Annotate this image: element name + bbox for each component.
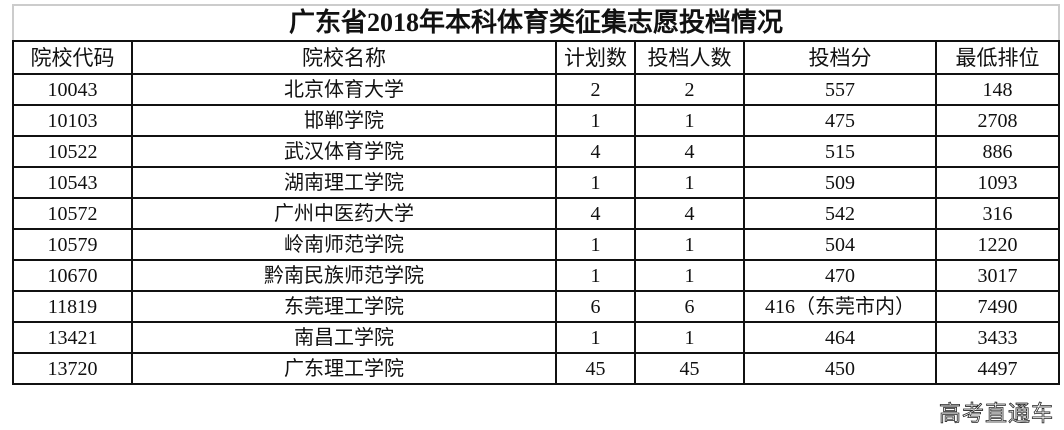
cell-school-code: 10043 [12, 73, 133, 106]
cell-min-rank: 4497 [934, 352, 1061, 385]
cell-admitted-count: 4 [634, 197, 745, 230]
table-row: 10103 邯郸学院 1 1 475 2708 [12, 104, 1061, 137]
cell-admitted-count: 6 [634, 290, 745, 323]
cell-school-name: 黔南民族师范学院 [131, 259, 557, 292]
watermark: 高考直通车 [938, 402, 1054, 428]
cell-school-code: 10579 [12, 228, 133, 261]
cell-min-rank: 3017 [934, 259, 1061, 292]
cell-school-code: 10670 [12, 259, 133, 292]
table-row: 11819 东莞理工学院 6 6 416（东莞市内） 7490 [12, 290, 1061, 323]
cell-plan-count: 1 [555, 104, 636, 137]
cell-school-code: 11819 [12, 290, 133, 323]
cell-plan-count: 2 [555, 73, 636, 106]
cell-school-name: 东莞理工学院 [131, 290, 557, 323]
cell-plan-count: 1 [555, 259, 636, 292]
table-row: 10572 广州中医药大学 4 4 542 316 [12, 197, 1061, 230]
cell-admission-score: 504 [743, 228, 937, 261]
cell-min-rank: 316 [934, 197, 1061, 230]
cell-admitted-count: 1 [634, 166, 745, 199]
cell-min-rank: 1220 [934, 228, 1061, 261]
cell-plan-count: 1 [555, 321, 636, 354]
cell-admitted-count: 1 [634, 321, 745, 354]
cell-school-code: 13720 [12, 352, 133, 385]
cell-plan-count: 4 [555, 135, 636, 168]
header-admitted-count: 投档人数 [634, 40, 745, 75]
cell-min-rank: 2708 [934, 104, 1061, 137]
cell-admission-score: 475 [743, 104, 937, 137]
header-admission-score: 投档分 [743, 40, 937, 75]
table-row: 10043 北京体育大学 2 2 557 148 [12, 73, 1061, 106]
table-row: 13720 广东理工学院 45 45 450 4497 [12, 352, 1061, 385]
cell-admission-score: 542 [743, 197, 937, 230]
cell-plan-count: 1 [555, 228, 636, 261]
cell-school-name: 岭南师范学院 [131, 228, 557, 261]
table-row: 13421 南昌工学院 1 1 464 3433 [12, 321, 1061, 354]
cell-min-rank: 3433 [934, 321, 1061, 354]
cell-school-code: 10522 [12, 135, 133, 168]
cell-min-rank: 148 [934, 73, 1061, 106]
cell-plan-count: 1 [555, 166, 636, 199]
cell-school-name: 广东理工学院 [131, 352, 557, 385]
table-row: 10543 湖南理工学院 1 1 509 1093 [12, 166, 1061, 199]
cell-admitted-count: 1 [634, 228, 745, 261]
header-row: 院校代码 院校名称 计划数 投档人数 投档分 最低排位 [12, 40, 1061, 75]
cell-school-name: 邯郸学院 [131, 104, 557, 137]
cell-admission-score: 515 [743, 135, 937, 168]
cell-school-name: 广州中医药大学 [131, 197, 557, 230]
cell-school-code: 10103 [12, 104, 133, 137]
cell-min-rank: 886 [934, 135, 1061, 168]
cell-admitted-count: 2 [634, 73, 745, 106]
table-row: 10522 武汉体育学院 4 4 515 886 [12, 135, 1061, 168]
cell-school-name: 湖南理工学院 [131, 166, 557, 199]
header-school-code: 院校代码 [12, 40, 133, 75]
header-school-name: 院校名称 [131, 40, 557, 75]
cell-school-name: 南昌工学院 [131, 321, 557, 354]
cell-min-rank: 7490 [934, 290, 1061, 323]
cell-admission-score: 470 [743, 259, 937, 292]
cell-admission-score: 450 [743, 352, 937, 385]
header-min-rank: 最低排位 [934, 40, 1061, 75]
header-plan-count: 计划数 [555, 40, 636, 75]
cell-admission-score: 464 [743, 321, 937, 354]
cell-min-rank: 1093 [934, 166, 1061, 199]
cell-school-code: 10543 [12, 166, 133, 199]
cell-admitted-count: 1 [634, 104, 745, 137]
cell-admission-score: 557 [743, 73, 937, 106]
cell-school-code: 10572 [12, 197, 133, 230]
cell-school-name: 北京体育大学 [131, 73, 557, 106]
cell-school-name: 武汉体育学院 [131, 135, 557, 168]
cell-school-code: 13421 [12, 321, 133, 354]
cell-admitted-count: 1 [634, 259, 745, 292]
cell-admission-score: 509 [743, 166, 937, 199]
cell-admitted-count: 4 [634, 135, 745, 168]
cell-admitted-count: 45 [634, 352, 745, 385]
cell-plan-count: 4 [555, 197, 636, 230]
cell-admission-score: 416（东莞市内） [743, 290, 937, 323]
cell-plan-count: 6 [555, 290, 636, 323]
table-row: 10670 黔南民族师范学院 1 1 470 3017 [12, 259, 1061, 292]
admission-table: 广东省2018年本科体育类征集志愿投档情况 院校代码 院校名称 计划数 投档人数 投档分… [11, 4, 1061, 385]
table-row: 10579 岭南师范学院 1 1 504 1220 [12, 228, 1061, 261]
cell-plan-count: 45 [555, 352, 636, 385]
table-title: 广东省2018年本科体育类征集志愿投档情况 [11, 4, 1061, 42]
